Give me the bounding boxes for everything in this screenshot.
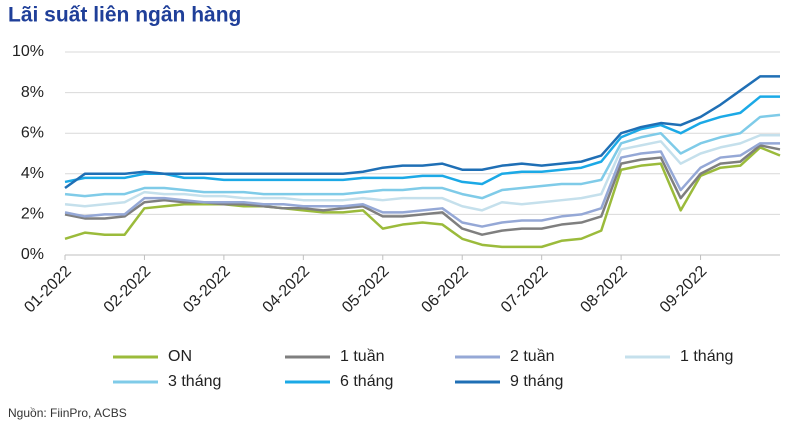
legend-label: 1 tuần bbox=[340, 348, 384, 365]
chart-title: Lãi suất liên ngân hàng bbox=[8, 4, 241, 27]
series-line bbox=[64, 144, 781, 236]
y-tick-label: 8% bbox=[21, 84, 44, 101]
y-tick-label: 2% bbox=[21, 206, 44, 223]
series-line bbox=[64, 142, 780, 228]
x-tick-label: 01-2022 bbox=[21, 263, 75, 317]
legend-label: ON bbox=[168, 348, 192, 365]
x-tick-label: 05-2022 bbox=[339, 263, 393, 317]
source-note: Nguồn: FiinPro, ACBS bbox=[8, 406, 127, 420]
y-tick-label: 10% bbox=[12, 43, 44, 60]
x-tick-label: 03-2022 bbox=[180, 263, 234, 317]
x-tick-label: 06-2022 bbox=[418, 263, 472, 317]
series-line bbox=[64, 75, 780, 190]
x-tick-label: 08-2022 bbox=[577, 263, 631, 317]
x-tick-label: 04-2022 bbox=[260, 263, 314, 317]
series-line bbox=[64, 146, 781, 249]
legend-label: 2 tuần bbox=[510, 348, 554, 365]
x-tick-label: 07-2022 bbox=[498, 263, 552, 317]
y-tick-label: 4% bbox=[21, 165, 44, 182]
legend-label: 1 tháng bbox=[680, 348, 733, 365]
legend-label: 6 tháng bbox=[340, 373, 393, 390]
x-tick-label: 02-2022 bbox=[101, 263, 155, 317]
x-tick-label: 09-2022 bbox=[657, 263, 711, 317]
y-tick-label: 0% bbox=[21, 246, 44, 263]
series-line bbox=[64, 133, 780, 212]
series-line bbox=[64, 113, 781, 200]
legend-label: 9 tháng bbox=[510, 373, 563, 390]
legend-label: 3 tháng bbox=[168, 373, 221, 390]
series-line bbox=[64, 95, 780, 186]
y-tick-label: 6% bbox=[21, 124, 44, 141]
